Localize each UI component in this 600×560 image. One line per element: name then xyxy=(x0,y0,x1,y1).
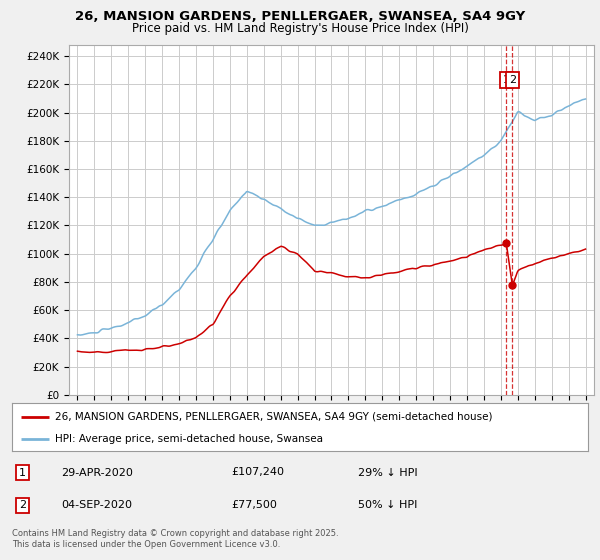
Text: 29% ↓ HPI: 29% ↓ HPI xyxy=(358,468,417,478)
Text: 2: 2 xyxy=(509,75,516,85)
Text: Price paid vs. HM Land Registry's House Price Index (HPI): Price paid vs. HM Land Registry's House … xyxy=(131,22,469,35)
Text: £107,240: £107,240 xyxy=(231,468,284,478)
Text: HPI: Average price, semi-detached house, Swansea: HPI: Average price, semi-detached house,… xyxy=(55,434,323,444)
Text: 29-APR-2020: 29-APR-2020 xyxy=(61,468,133,478)
Text: 1: 1 xyxy=(503,75,510,85)
Text: 1: 1 xyxy=(19,468,26,478)
Text: 50% ↓ HPI: 50% ↓ HPI xyxy=(358,501,417,510)
Text: 26, MANSION GARDENS, PENLLERGAER, SWANSEA, SA4 9GY (semi-detached house): 26, MANSION GARDENS, PENLLERGAER, SWANSE… xyxy=(55,412,493,422)
Text: 2: 2 xyxy=(19,501,26,510)
Text: 04-SEP-2020: 04-SEP-2020 xyxy=(61,501,132,510)
Text: Contains HM Land Registry data © Crown copyright and database right 2025.
This d: Contains HM Land Registry data © Crown c… xyxy=(12,529,338,549)
Text: £77,500: £77,500 xyxy=(231,501,277,510)
Text: 26, MANSION GARDENS, PENLLERGAER, SWANSEA, SA4 9GY: 26, MANSION GARDENS, PENLLERGAER, SWANSE… xyxy=(75,10,525,23)
